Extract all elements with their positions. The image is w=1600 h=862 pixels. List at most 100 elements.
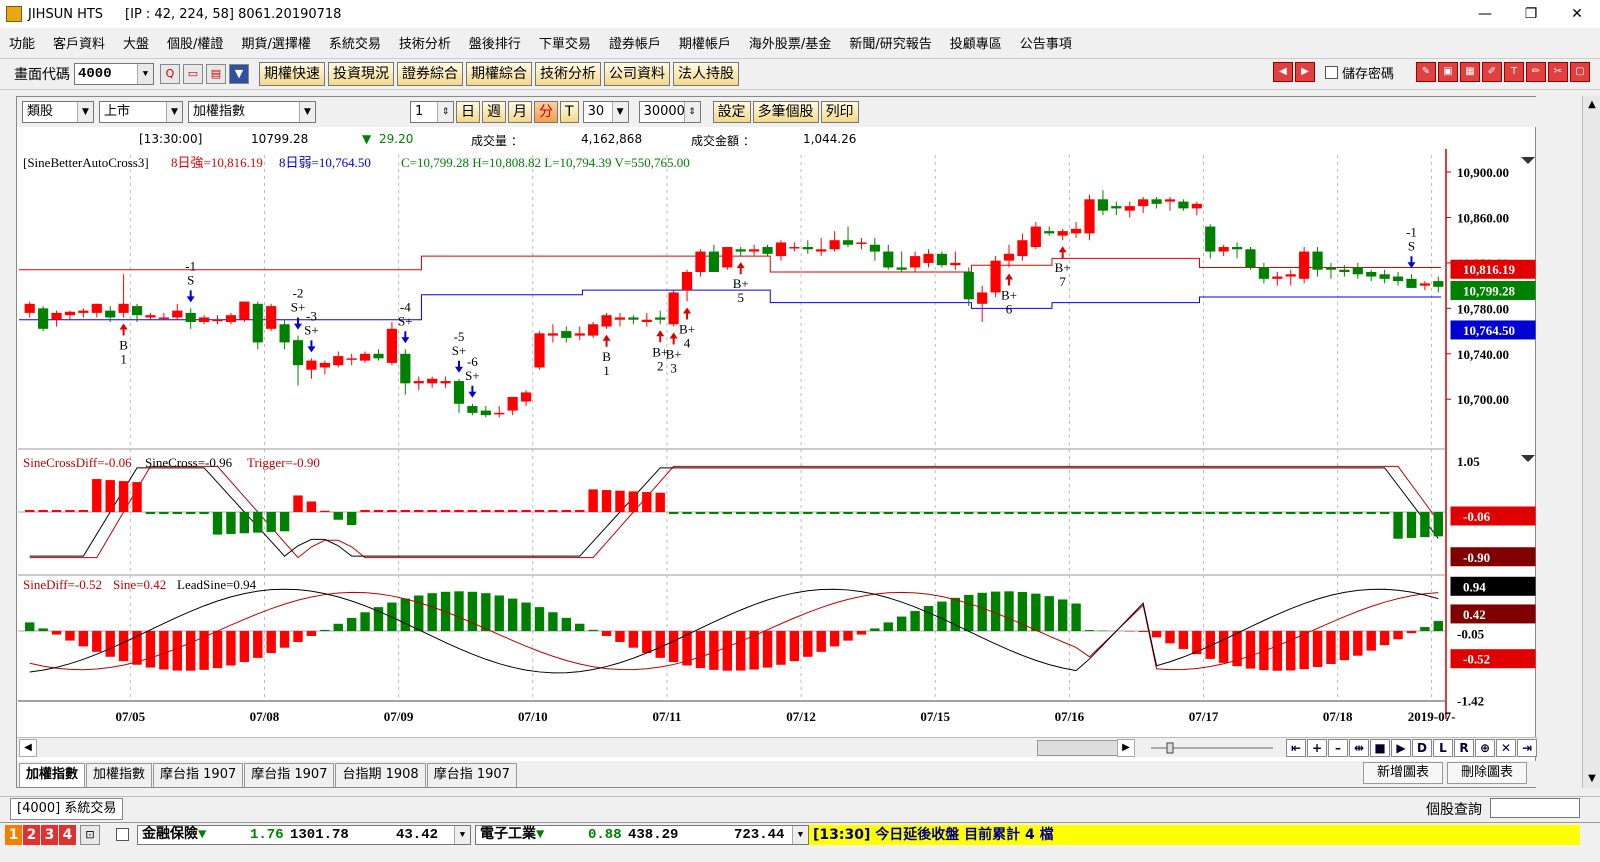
sector-quote-1[interactable]: 金融保險▼ 1.76 1301.78 43.42 ▼	[137, 824, 471, 845]
quick-button[interactable]: 投資現況	[328, 62, 394, 86]
tools-icon[interactable]: ✂	[1548, 62, 1568, 82]
layout-number-button[interactable]: 3	[41, 824, 58, 845]
screen-code-input[interactable]: 4000 ▼	[74, 63, 154, 85]
quick-button[interactable]: 期權快速	[259, 62, 325, 86]
menu-item[interactable]: 公告事項	[1019, 36, 1072, 52]
quick-button[interactable]: 證券綜合	[397, 62, 463, 86]
window-icon[interactable]: ▣	[1438, 62, 1458, 82]
news-ticker[interactable]: [13:30] 今日延後收盤 目前累計 4 檔	[809, 824, 1580, 845]
sector-quote-2[interactable]: 電子工業▼ 0.88 438.29 723.44 ▼	[475, 824, 809, 845]
close-button[interactable]: ✕	[1571, 6, 1583, 22]
menu-item[interactable]: 期權帳戶	[678, 36, 731, 52]
chart-nav-button[interactable]: ⇹	[1349, 738, 1369, 757]
period-button[interactable]: 分	[534, 101, 558, 123]
chart-nav-button[interactable]: ⇥	[1517, 738, 1537, 757]
market-select[interactable]: 上市 ▼	[99, 101, 183, 123]
scroll-down-icon[interactable]: ▼	[1588, 773, 1596, 784]
chart-nav-button[interactable]: ✕	[1496, 738, 1516, 757]
chart-action-button[interactable]: 多筆個股	[752, 101, 819, 123]
chart-nav-button[interactable]: ⇤	[1286, 738, 1306, 757]
chart-nav-button[interactable]: ⊕	[1475, 738, 1495, 757]
scroll-right-icon[interactable]: ▶	[1117, 738, 1135, 757]
lock-icon[interactable]: ⊡	[80, 824, 100, 845]
menu-item[interactable]: 投顧專區	[949, 36, 1002, 52]
chart-nav-button[interactable]: R	[1454, 738, 1474, 757]
chevron-down-icon[interactable]: ▼	[77, 102, 93, 122]
period-button[interactable]: 月	[508, 101, 532, 123]
menu-item[interactable]: 盤後排行	[468, 36, 521, 52]
maximize-button[interactable]: ❐	[1524, 6, 1538, 22]
layout-icon[interactable]: ▢	[1570, 62, 1590, 82]
menu-item[interactable]: 證券帳戶	[608, 36, 661, 52]
period-button[interactable]: T	[560, 101, 579, 123]
dropdown-menu-icon[interactable]: ▼	[229, 64, 249, 84]
period-count-stepper[interactable]: 1 ⇕	[410, 101, 454, 123]
chevron-down-icon[interactable]: ▼	[611, 102, 628, 122]
chart-action-button[interactable]: 設定	[712, 101, 751, 123]
chart-tab[interactable]: 摩台指 1907	[426, 763, 517, 787]
index-select[interactable]: 加權指數 ▼	[188, 101, 316, 123]
chart-nav-button[interactable]: ▶	[1391, 738, 1411, 757]
menu-item[interactable]: 大盤	[123, 36, 150, 52]
chevron-down-icon[interactable]: ▼	[454, 825, 470, 844]
chart-tab[interactable]: 摩台指 1907	[244, 763, 335, 787]
zoom-slider[interactable]	[1147, 740, 1277, 756]
stepper-icon[interactable]: ⇕	[437, 102, 453, 122]
chevron-down-icon[interactable]: ▼	[137, 64, 153, 84]
category-select[interactable]: 類股 ▼	[22, 101, 94, 123]
screen-tab[interactable]: [4000] 系統交易	[10, 797, 124, 820]
quick-button[interactable]: 期權綜合	[466, 62, 532, 86]
quick-button[interactable]: 公司資料	[604, 62, 670, 86]
chevron-down-icon[interactable]: ▼	[166, 102, 182, 122]
status-checkbox[interactable]	[116, 828, 129, 841]
quick-button[interactable]: 技術分析	[535, 62, 601, 86]
note-icon[interactable]: ✐	[1482, 62, 1502, 82]
layout-number-button[interactable]: 2	[23, 824, 40, 845]
menu-item[interactable]: 新聞/研究報告	[849, 36, 932, 52]
add-chart-button[interactable]: 新增圖表	[1363, 762, 1443, 784]
bars-stepper[interactable]: 30000 ⇕	[638, 101, 701, 123]
scroll-left-icon[interactable]: ◀	[19, 738, 37, 757]
scroll-up-icon[interactable]: ▲	[1588, 99, 1596, 110]
menu-item[interactable]: 系統交易	[328, 36, 381, 52]
vertical-scrollbar[interactable]: ▲ ▼	[1582, 96, 1600, 788]
chart-nav-button[interactable]: ■	[1370, 738, 1390, 757]
menu-item[interactable]: 客戶資料	[53, 36, 106, 52]
chart-tab[interactable]: 加權指數	[86, 763, 153, 787]
chevron-down-icon[interactable]: ▼	[792, 825, 808, 844]
menu-item[interactable]: 技術分析	[398, 36, 451, 52]
chart-nav-button[interactable]: +	[1307, 738, 1327, 757]
chart-tab[interactable]: 摩台指 1907	[153, 763, 244, 787]
chart-action-button[interactable]: 列印	[820, 101, 859, 123]
chart-icon[interactable]: ▤	[206, 64, 226, 84]
stepper-icon[interactable]: ⇕	[683, 102, 700, 122]
chart-nav-button[interactable]: L	[1433, 738, 1453, 757]
save-password-checkbox[interactable]	[1324, 65, 1338, 79]
interval-select[interactable]: 30 ▼	[582, 101, 629, 123]
text-icon[interactable]: T	[1504, 62, 1524, 82]
chart-tab[interactable]: 台指期 1908	[335, 763, 426, 787]
period-button[interactable]: 日	[456, 101, 480, 123]
horizontal-scrollbar[interactable]: ◀ ▶ ⇤ + – ⇹ ■ ▶ D L R ⊕ ✕ ⇥	[17, 737, 1537, 757]
arrow-left-icon[interactable]: ◀	[1272, 62, 1293, 82]
chevron-down-icon[interactable]: ▼	[299, 102, 315, 122]
quick-button[interactable]: 法人持股	[673, 62, 739, 86]
chart-canvas[interactable]: 07/05 07/08 07/09 07/10 07/11 07/12 07/15 07/16…	[17, 149, 1537, 737]
search-icon[interactable]: Q	[160, 64, 180, 84]
grid-icon[interactable]: ▦	[1460, 62, 1480, 82]
minimize-button[interactable]: —	[1478, 6, 1492, 22]
menu-item[interactable]: 個股/權證	[167, 36, 224, 52]
menu-item[interactable]: 功能	[9, 36, 36, 52]
layout-number-button[interactable]: 1	[5, 824, 22, 845]
edit-icon[interactable]: ✎	[1416, 62, 1436, 82]
arrow-right-icon[interactable]: ▶	[1294, 62, 1315, 82]
menu-item[interactable]: 下單交易	[538, 36, 591, 52]
layout-number-button[interactable]: 4	[59, 824, 76, 845]
chart-nav-button[interactable]: –	[1328, 738, 1348, 757]
period-button[interactable]: 週	[482, 101, 506, 123]
chart-nav-button[interactable]: D	[1412, 738, 1432, 757]
folder-icon[interactable]: ▭	[183, 64, 203, 84]
menu-item[interactable]: 期貨/選擇權	[241, 36, 311, 52]
chart-tab[interactable]: 加權指數	[19, 763, 86, 787]
stock-query-input[interactable]	[1490, 798, 1580, 818]
